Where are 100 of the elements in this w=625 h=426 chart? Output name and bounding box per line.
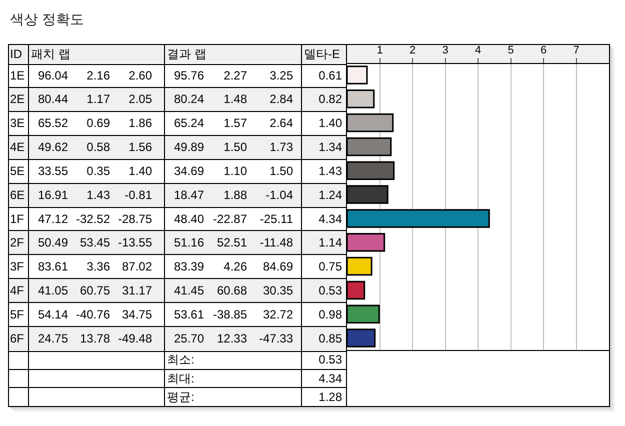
y-tick-label: 5F xyxy=(10,307,24,322)
text: 1.50 xyxy=(270,164,294,178)
text: 4.34 xyxy=(318,371,342,386)
text: 13.78 xyxy=(80,331,110,346)
x2-tick-label: 3 xyxy=(442,44,448,56)
y-tick-label: 2F xyxy=(10,236,24,250)
data-label: 1.43 xyxy=(318,164,342,178)
data-label: 1.14 xyxy=(318,236,342,250)
y-tick-label: 5E xyxy=(10,164,25,178)
text: 16.91 xyxy=(38,188,68,202)
text: 0.35 xyxy=(86,164,110,178)
text: 2.05 xyxy=(128,92,152,106)
text: 2.60 xyxy=(128,68,152,82)
text: 3.36 xyxy=(86,260,110,274)
data-label: 0.61 xyxy=(318,68,342,82)
text: -47.33 xyxy=(258,331,294,346)
text: 4.26 xyxy=(224,260,248,274)
data-label: 1.40 xyxy=(318,116,342,130)
y-tick-label: 4E xyxy=(10,140,25,154)
text: 1.17 xyxy=(86,92,110,106)
text: 1.73 xyxy=(270,140,294,154)
text: 1.48 xyxy=(224,92,248,106)
text: 31.17 xyxy=(122,284,152,298)
text: 41.05 xyxy=(38,284,68,298)
text: 델타-E xyxy=(304,46,340,61)
text: 32.72 xyxy=(262,307,294,322)
text: 83.39 xyxy=(174,260,204,274)
text: 53.61 xyxy=(174,307,204,322)
text: 30.35 xyxy=(262,284,294,298)
text: 50.49 xyxy=(38,236,68,250)
text: 0.69 xyxy=(86,116,110,130)
y-tick-label: 6F xyxy=(10,331,24,346)
text: 1.50 xyxy=(224,140,248,154)
text: 33.55 xyxy=(38,164,68,178)
text: 최소: xyxy=(167,352,194,367)
x2-tick-label: 6 xyxy=(540,44,547,56)
data-label: 0.98 xyxy=(318,307,342,322)
text: -28.75 xyxy=(118,212,152,226)
text: 1.86 xyxy=(128,116,152,130)
y-tick-label: 3F xyxy=(10,260,24,274)
text: 1.28 xyxy=(318,390,342,404)
text: 1.43 xyxy=(86,188,110,202)
y-tick-label: 6E xyxy=(10,188,25,202)
y-tick-label: 4F xyxy=(10,284,24,298)
text: 41.45 xyxy=(174,284,204,298)
text: 47.12 xyxy=(38,212,68,226)
text: 1.57 xyxy=(224,116,248,130)
text: 48.40 xyxy=(174,212,204,226)
text: 1.88 xyxy=(224,188,248,202)
y-tick-label: 1F xyxy=(10,212,24,226)
x2-tick-label: 7 xyxy=(573,44,580,56)
text: 52.51 xyxy=(216,236,248,250)
text: 2.27 xyxy=(224,68,248,82)
text: -11.48 xyxy=(260,236,294,250)
text: 49.62 xyxy=(38,140,68,154)
text: 평균: xyxy=(167,390,194,404)
text: -38.85 xyxy=(212,307,248,322)
text: 83.61 xyxy=(38,260,68,274)
data-label: 0.85 xyxy=(318,331,342,346)
x2-tick-label: 1 xyxy=(376,44,383,56)
text: 1.10 xyxy=(224,164,248,178)
text: 25.70 xyxy=(174,331,204,346)
text: 96.04 xyxy=(38,68,68,82)
text: 80.44 xyxy=(38,92,68,106)
text: 결과 랩 xyxy=(167,46,206,61)
text: 34.75 xyxy=(122,307,152,322)
text: -25.11 xyxy=(260,212,294,226)
data-label: 1.34 xyxy=(318,140,342,154)
text: 65.24 xyxy=(174,116,204,130)
text: 3.25 xyxy=(270,68,294,82)
text: 87.02 xyxy=(122,260,152,274)
text: 84.69 xyxy=(262,260,294,274)
text: 2.84 xyxy=(270,92,294,106)
data-label: 0.53 xyxy=(318,284,342,298)
data-label: 0.75 xyxy=(318,260,342,274)
data-label: 1.24 xyxy=(318,188,342,202)
text: 1.40 xyxy=(128,164,152,178)
text: 65.52 xyxy=(38,116,68,130)
y-tick-label: 3E xyxy=(10,116,25,130)
text: 60.68 xyxy=(216,284,248,298)
text: 0.53 xyxy=(318,352,342,367)
text: 색상 정확도 xyxy=(10,11,84,27)
text: -49.48 xyxy=(118,331,152,346)
text: -1.04 xyxy=(266,188,294,202)
text: 24.75 xyxy=(38,331,68,346)
text: 최대: xyxy=(167,371,194,386)
text: 80.24 xyxy=(174,92,204,106)
text: 53.45 xyxy=(80,236,110,250)
text: -13.55 xyxy=(118,236,152,250)
text: 49.89 xyxy=(174,140,204,154)
text: -40.76 xyxy=(76,307,110,322)
text: ID xyxy=(10,46,22,61)
data-label: 0.82 xyxy=(318,92,342,106)
text: -0.81 xyxy=(124,188,152,202)
text: 95.76 xyxy=(174,68,204,82)
text: 12.33 xyxy=(216,331,248,346)
text: 60.75 xyxy=(80,284,110,298)
x2-tick-label: 5 xyxy=(508,44,514,56)
text: 패치 랩 xyxy=(31,46,70,61)
text: 0.58 xyxy=(86,140,110,154)
